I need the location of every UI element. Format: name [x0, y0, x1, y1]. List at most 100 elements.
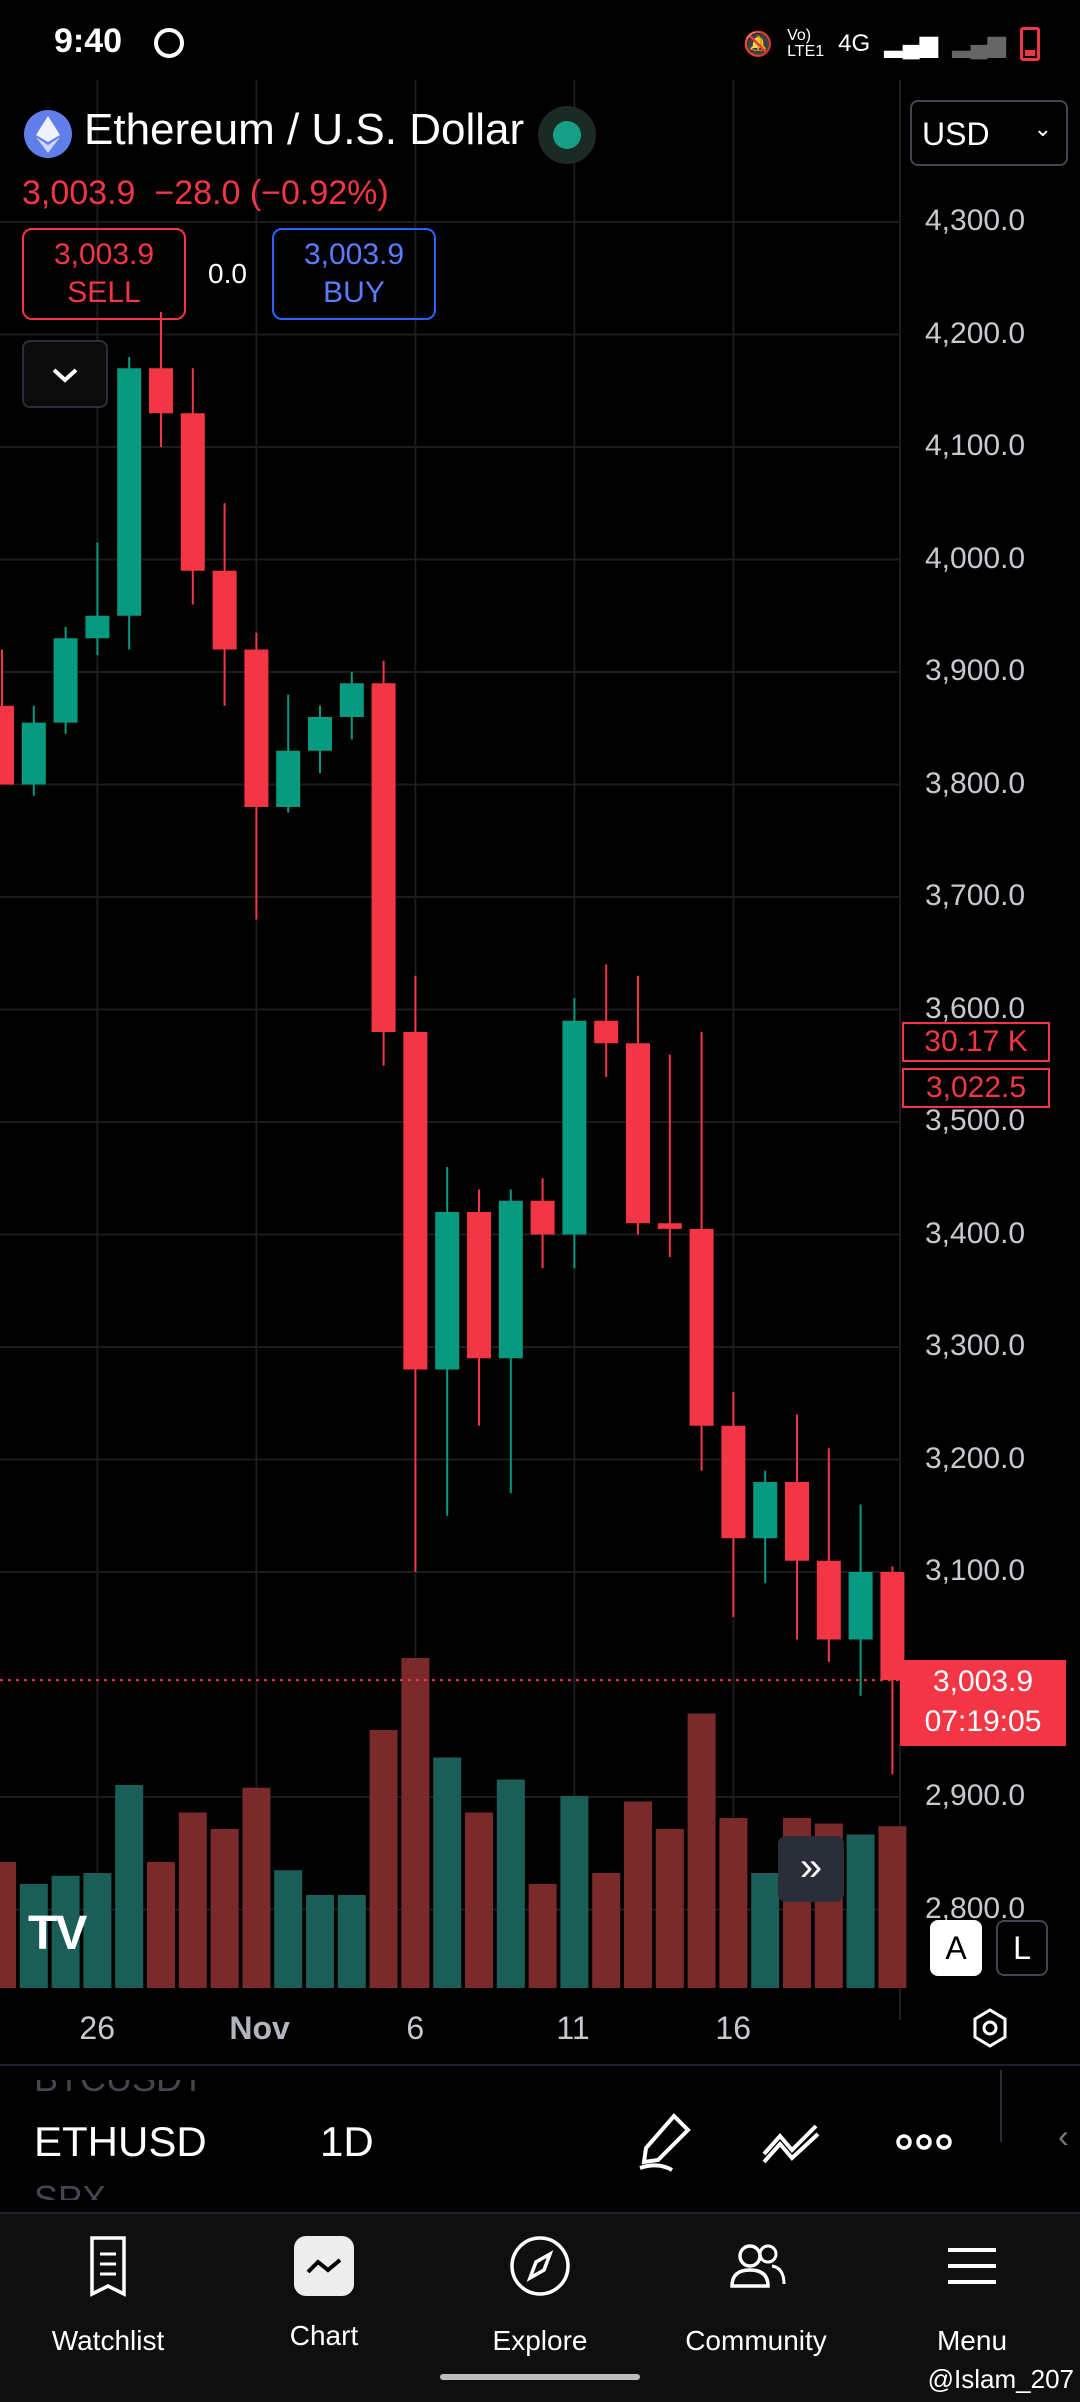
- buy-button[interactable]: 3,003.9 BUY: [272, 228, 436, 320]
- auto-scale-toggle[interactable]: A: [930, 1920, 982, 1976]
- nav-watchlist[interactable]: Watchlist: [0, 2230, 216, 2357]
- candle-body: [276, 750, 301, 807]
- bar-countdown: 07:19:05: [924, 1705, 1042, 1738]
- more-dots-icon: [896, 2134, 952, 2150]
- symbol-selector[interactable]: ETHUSD: [34, 2118, 207, 2165]
- volume-bar: [51, 1875, 80, 1988]
- chevron-left-icon[interactable]: ‹: [1058, 2118, 1069, 2154]
- nav-label: Explore: [492, 2325, 588, 2356]
- more-button[interactable]: [888, 2106, 960, 2178]
- buy-label: BUY: [323, 276, 385, 309]
- price-axis-tick: 3,700.0: [925, 879, 1026, 912]
- volume-bar: [496, 1779, 525, 1988]
- time-axis-tick: Nov: [229, 2010, 290, 2046]
- price-chart[interactable]: [0, 80, 1080, 2020]
- volume-bar: [178, 1812, 207, 1988]
- volume-bar: [624, 1801, 652, 1988]
- volume-bar: [592, 1873, 621, 1988]
- price-axis-tick: 4,100.0: [925, 429, 1026, 462]
- nav-explore[interactable]: Explore: [432, 2230, 648, 2357]
- status-icons: 🔕 Vo) LTE1 4G ▂▄▆ ▂▄▆: [743, 20, 1040, 68]
- candle-body: [403, 1032, 428, 1370]
- time-axis-tick: 16: [715, 2010, 751, 2046]
- status-time: 9:40: [54, 22, 123, 60]
- volume-bar: [210, 1829, 239, 1988]
- chart-icon: [294, 2236, 354, 2296]
- volume-label: 30.17 K: [902, 1022, 1050, 1062]
- last-price: 3,003.9: [22, 174, 136, 212]
- watchlist-icon: [90, 2236, 126, 2297]
- collapse-legend-button[interactable]: [22, 340, 108, 408]
- indicators-icon: [762, 2124, 820, 2164]
- battery-low-icon: [1020, 27, 1040, 61]
- candle-body: [467, 1212, 491, 1359]
- volume-bar: [846, 1834, 875, 1988]
- nav-community[interactable]: Community: [648, 2230, 864, 2357]
- volume-bar: [401, 1658, 430, 1988]
- candle-body: [53, 638, 78, 723]
- volume-bar: [242, 1787, 271, 1988]
- price-axis-tick: 3,400.0: [925, 1216, 1026, 1250]
- candle-body: [657, 1223, 682, 1229]
- time-axis-tick: 6: [406, 2010, 425, 2046]
- log-scale-toggle[interactable]: L: [996, 1920, 1048, 1976]
- chart-settings-icon[interactable]: [966, 2004, 1014, 2052]
- price-axis-tick: 4,000.0: [925, 541, 1026, 575]
- volume-bar: [274, 1870, 303, 1988]
- price-axis-tick: 3,800.0: [925, 766, 1026, 800]
- home-indicator[interactable]: [440, 2374, 640, 2380]
- volume-bar: [465, 1812, 493, 1988]
- scroll-to-realtime-button[interactable]: »: [778, 1836, 844, 1902]
- divider: [0, 2064, 1080, 2066]
- price-axis-tick: 4,300.0: [925, 204, 1026, 237]
- buy-price: 3,003.9: [303, 238, 405, 271]
- time-axis-tick: 26: [79, 2010, 115, 2046]
- price-axis-tick: 3,600.0: [925, 991, 1026, 1025]
- volume-bar: [147, 1862, 175, 1988]
- symbol-title[interactable]: Ethereum / U.S. Dollar: [84, 105, 525, 154]
- currency-value: USD: [922, 116, 990, 152]
- volume-bar: [433, 1757, 462, 1988]
- price-axis-tick: 3,900.0: [925, 654, 1026, 687]
- next-symbol[interactable]: SPX: [34, 2178, 107, 2219]
- volume-bar: [369, 1730, 398, 1988]
- volume-bar: [0, 1862, 16, 1988]
- signal-weak-icon: ▂▄▆: [952, 30, 1006, 58]
- prev-symbol[interactable]: BTCUSDT: [34, 2058, 204, 2099]
- volume-bar: [878, 1826, 907, 1988]
- candle-body: [562, 1020, 587, 1235]
- candle-body: [85, 615, 110, 639]
- volume-bar: [655, 1829, 684, 1988]
- candle-body: [594, 1020, 619, 1044]
- nav-label: Community: [685, 2325, 827, 2356]
- menu-icon: [948, 2248, 996, 2284]
- drawing-tools-button[interactable]: [628, 2106, 700, 2178]
- candle-body: [530, 1200, 555, 1235]
- nav-chart[interactable]: Chart: [216, 2230, 432, 2352]
- candle-body: [626, 1043, 650, 1224]
- tradingview-logo: TV: [28, 1907, 87, 1960]
- price-axis-tick: 3,300.0: [925, 1329, 1026, 1362]
- currency-select[interactable]: USD ⌄: [910, 100, 1068, 166]
- sell-label: SELL: [67, 276, 141, 309]
- interval-selector[interactable]: 1D: [320, 2118, 374, 2165]
- price-axis-tick: 2,900.0: [925, 1779, 1026, 1812]
- volte-icon: Vo) LTE1: [787, 27, 825, 60]
- network-type: 4G: [838, 30, 871, 57]
- price-axis-tick: 2,800.0: [925, 1891, 1026, 1925]
- price-change: −28.0 (−0.92%): [154, 174, 389, 212]
- candle-body: [339, 683, 364, 717]
- signal-icon: ▂▄▆: [884, 30, 939, 58]
- price-axis-tick: 3,500.0: [925, 1104, 1026, 1137]
- nav-menu[interactable]: Menu: [864, 2230, 1080, 2357]
- volume-bar: [306, 1895, 334, 1988]
- pencil-icon: [639, 2113, 691, 2172]
- candle-body: [721, 1425, 746, 1539]
- candle-body: [498, 1200, 523, 1359]
- volume-bar: [115, 1785, 144, 1988]
- sell-button[interactable]: 3,003.9 SELL: [22, 228, 186, 320]
- nav-label: Menu: [936, 2325, 1008, 2356]
- price-change-line: 3,003.9 −28.0 (−0.92%): [22, 174, 389, 213]
- price-axis-tick: 3,200.0: [925, 1441, 1026, 1475]
- indicators-button[interactable]: [756, 2106, 828, 2178]
